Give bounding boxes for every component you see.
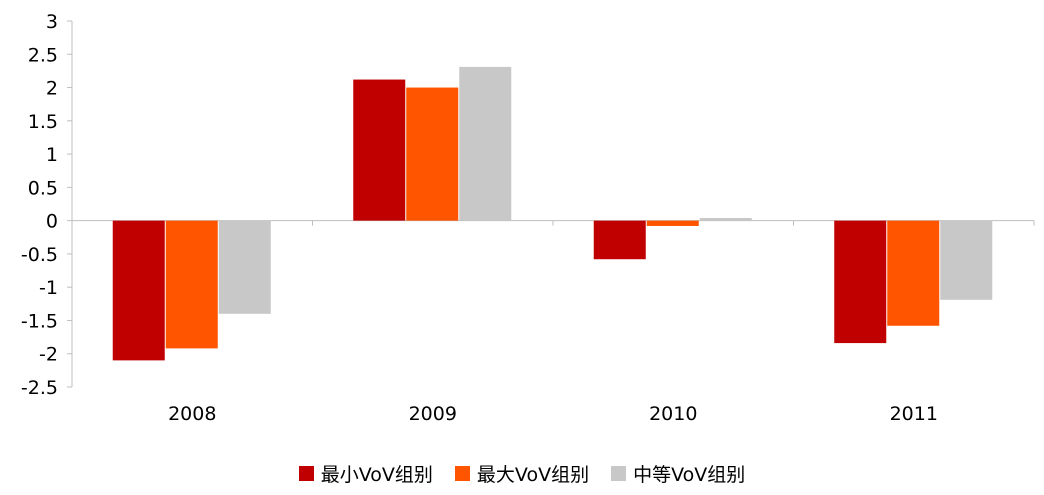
x-tick-label: 2009	[409, 403, 457, 425]
bar	[593, 220, 646, 260]
y-tick-label: 1	[46, 144, 58, 166]
y-tick-label: -1.5	[21, 310, 58, 332]
y-tick-label: 2	[46, 78, 58, 100]
legend-swatch	[611, 465, 627, 481]
y-tick-label: 0.5	[28, 177, 58, 199]
y-tick-label: 2.5	[28, 44, 58, 66]
bars	[112, 66, 993, 361]
x-tick-label: 2011	[890, 403, 938, 425]
legend: 最小VoV组别 最大VoV组别 中等VoV组别	[0, 455, 1044, 491]
bar	[459, 66, 512, 221]
bar	[646, 220, 699, 226]
legend-item: 最小VoV组别	[298, 460, 433, 487]
y-tick-label: -0.5	[21, 244, 58, 266]
bar-chart: 3 2.5 2 1.5 1 0.5 0 -0.5 -1 -1.5 -2 -2.5 2008 2009 20…	[21, 11, 1035, 425]
y-axis: 3 2.5 2 1.5 1 0.5 0 -0.5 -1 -1.5 -2 -2.5	[21, 11, 73, 399]
legend-item: 中等VoV组别	[611, 460, 745, 487]
legend-swatch	[454, 465, 470, 481]
legend-item: 最大VoV组别	[454, 460, 590, 487]
bar	[406, 87, 459, 221]
legend-label: 中等VoV组别	[633, 463, 746, 486]
y-tick-label: 1.5	[28, 111, 58, 133]
y-tick-label: -2	[39, 344, 58, 366]
legend-label: 最大VoV组别	[476, 463, 590, 486]
x-tick-label: 2010	[649, 403, 697, 425]
bar	[699, 217, 752, 221]
bar	[887, 220, 940, 326]
legend-label: 最小VoV组别	[320, 463, 433, 486]
bar	[165, 220, 218, 349]
y-tick-label: -1	[39, 277, 58, 299]
bar	[218, 220, 271, 314]
bar	[353, 79, 406, 221]
y-tick-label: -2.5	[21, 377, 58, 399]
y-tick-label: 3	[46, 11, 58, 33]
bar	[940, 220, 993, 300]
y-tick-label: 0	[46, 211, 58, 233]
bar	[112, 220, 165, 361]
legend-swatch	[298, 465, 314, 481]
x-tick-label: 2008	[168, 403, 216, 425]
bar	[834, 220, 887, 344]
